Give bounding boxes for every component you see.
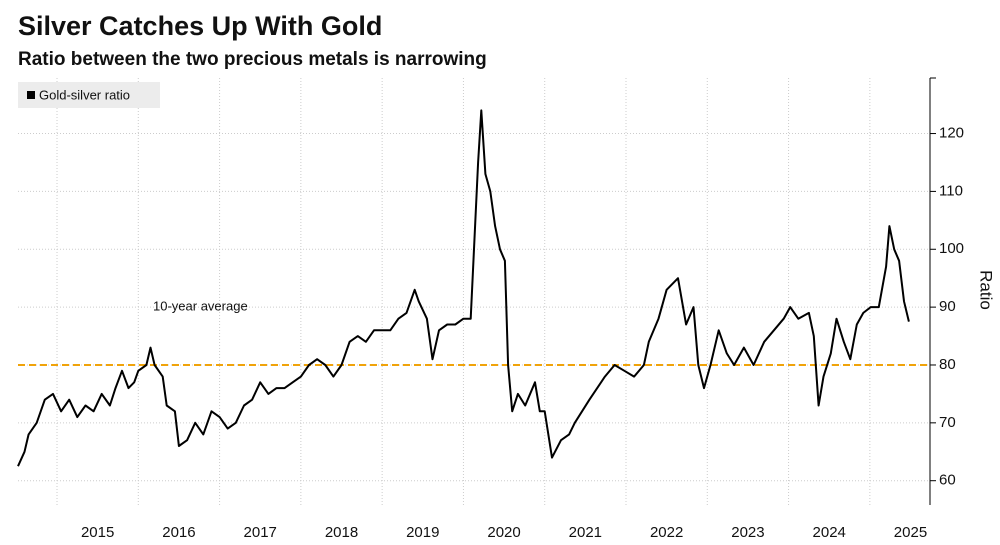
- chart-subtitle: Ratio between the two precious metals is…: [18, 49, 487, 70]
- x-tick-label: 2025: [894, 524, 927, 541]
- x-tick-label: 2015: [81, 524, 114, 541]
- y-tick-label: 60: [939, 472, 956, 489]
- x-tick-label: 2024: [813, 524, 846, 541]
- y-tick-label: 110: [939, 182, 963, 199]
- series-line: [17, 109, 910, 467]
- x-tick-label: 2018: [325, 524, 358, 541]
- legend-box: [18, 82, 160, 108]
- x-tick-label: 2023: [731, 524, 764, 541]
- chart-title: Silver Catches Up With Gold: [18, 11, 382, 41]
- x-tick-label: 2020: [487, 524, 520, 541]
- legend-label: Gold-silver ratio: [39, 87, 130, 102]
- average-label: 10-year average: [153, 298, 248, 313]
- legend-swatch: [27, 91, 35, 99]
- x-tick-label: 2019: [406, 524, 439, 541]
- y-tick-label: 80: [939, 356, 956, 373]
- x-tick-label: 2022: [650, 524, 683, 541]
- y-tick-label: 100: [939, 240, 964, 257]
- y-tick-label: 70: [939, 414, 956, 431]
- x-tick-label: 2021: [569, 524, 602, 541]
- x-tick-label: 2016: [162, 524, 195, 541]
- y-axis-label: Ratio: [977, 270, 996, 310]
- y-tick-label: 90: [939, 298, 956, 315]
- y-tick-label: 120: [939, 125, 964, 142]
- x-tick-label: 2017: [244, 524, 277, 541]
